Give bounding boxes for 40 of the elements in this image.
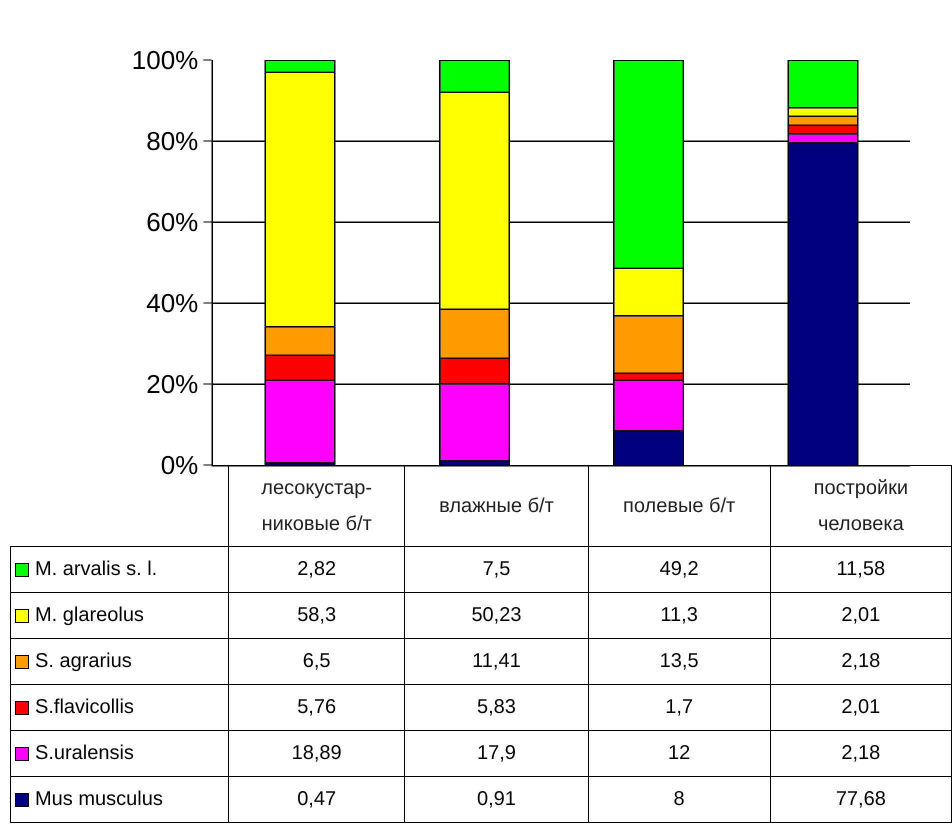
text: 8 <box>588 776 770 822</box>
y-tick-label: 60% <box>146 207 198 238</box>
text: 2,01 <box>770 592 952 638</box>
text: 2,82 <box>228 546 405 592</box>
text: 13,5 <box>588 638 770 684</box>
text: 77,68 <box>770 776 952 822</box>
text: 18,89 <box>228 730 405 776</box>
legend-label: M. arvalis s. l. <box>10 546 228 592</box>
legend-label: Mus musculus <box>10 776 228 822</box>
text: 7,5 <box>404 546 588 592</box>
text: 11,41 <box>404 638 588 684</box>
y-tick-label: 20% <box>146 369 198 400</box>
legend-label: S.uralensis <box>10 730 228 776</box>
legend-label: M. glareolus <box>10 592 228 638</box>
text: 6,5 <box>228 638 405 684</box>
text: 1,7 <box>588 684 770 730</box>
x-tick-label: лесокустар-никовые б/т <box>228 466 405 546</box>
text: 17,9 <box>404 730 588 776</box>
text: 2,18 <box>770 730 952 776</box>
text: 11,3 <box>588 592 770 638</box>
x-tick-label: полевые б/т <box>588 466 770 546</box>
text: 5,76 <box>228 684 405 730</box>
text: 58,3 <box>228 592 405 638</box>
y-tick-label: 40% <box>146 288 198 318</box>
y-tick-label: 0% <box>160 450 198 480</box>
text: 5,83 <box>404 684 588 730</box>
x-tick-label: влажные б/т <box>404 466 588 546</box>
text: 11,58 <box>770 546 952 592</box>
text: 2,18 <box>770 638 952 684</box>
text: 0,91 <box>404 776 588 822</box>
legend-label: S. agrarius <box>10 638 228 684</box>
text: 0,47 <box>228 776 405 822</box>
text: 2,01 <box>770 684 952 730</box>
text: 49,2 <box>588 546 770 592</box>
text: 12 <box>588 730 770 776</box>
text: 50,23 <box>404 592 588 638</box>
y-tick-label: 100% <box>132 45 198 76</box>
y-tick-label: 80% <box>146 126 198 156</box>
x-tick-label: постройки человека <box>770 466 952 546</box>
legend-label: S.flavicollis <box>10 684 228 730</box>
